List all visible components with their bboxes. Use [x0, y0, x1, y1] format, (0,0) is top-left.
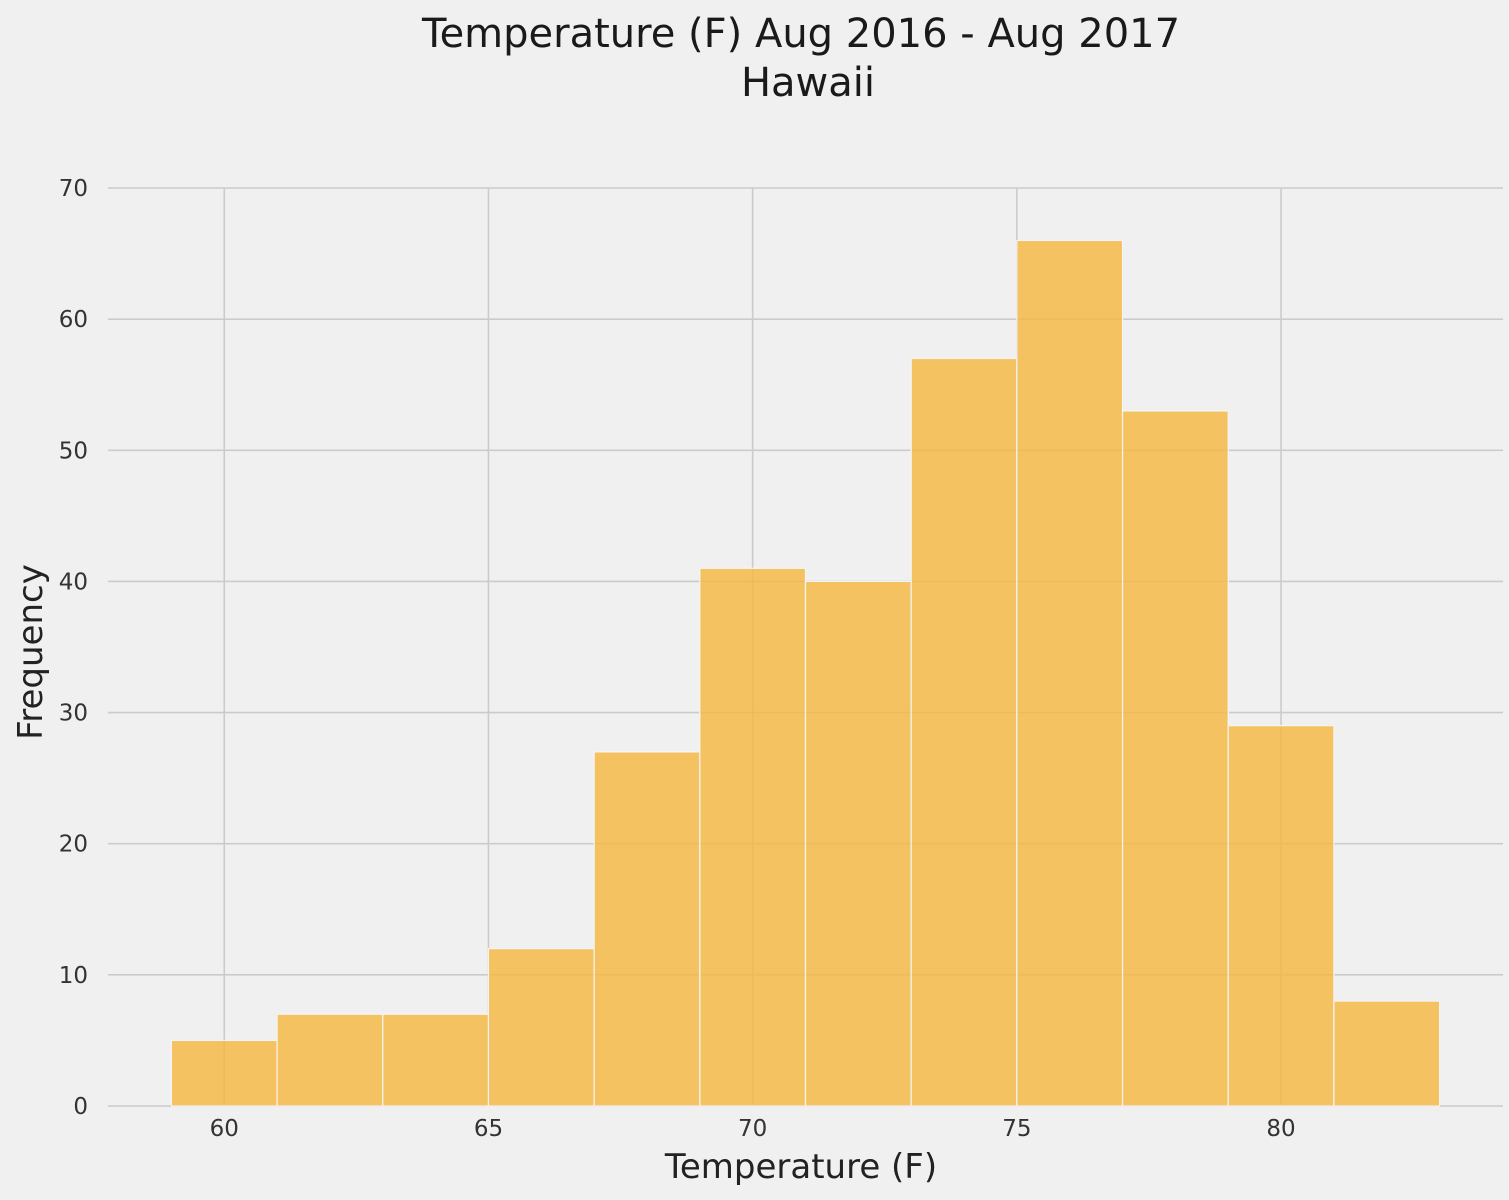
- histogram-bar: [593, 751, 701, 1107]
- x-tick-labels: 60 65 70 75 80: [210, 1116, 1296, 1142]
- y-tick-label: 10: [59, 963, 88, 989]
- histogram-bar: [1121, 410, 1229, 1107]
- chart-subtitle: Hawaii: [741, 60, 875, 106]
- chart-title: Temperature (F) Aug 2016 - Aug 2017: [421, 11, 1180, 57]
- histogram-bar: [487, 948, 595, 1107]
- y-tick-label: 70: [59, 176, 88, 202]
- y-tick-label: 50: [59, 438, 88, 464]
- histogram-bar: [1016, 239, 1124, 1107]
- histogram-bar: [1333, 1000, 1441, 1107]
- y-tick-label: 30: [59, 701, 88, 727]
- x-tick-label: 75: [1002, 1116, 1031, 1142]
- histogram-bar: [804, 580, 912, 1107]
- histogram-bar: [1227, 725, 1335, 1107]
- x-tick-label: 60: [210, 1116, 239, 1142]
- histogram-bars: [170, 239, 1441, 1107]
- y-tick-label: 0: [73, 1094, 88, 1120]
- y-tick-label: 20: [59, 832, 88, 858]
- y-axis-label: Frequency: [11, 564, 51, 740]
- histogram-bar: [910, 357, 1018, 1107]
- histogram-bar: [276, 1013, 384, 1107]
- histogram-bar: [170, 1039, 278, 1107]
- histogram-bar: [382, 1013, 490, 1107]
- x-tick-label: 80: [1266, 1116, 1295, 1142]
- x-axis-label: Temperature (F): [664, 1147, 937, 1187]
- y-tick-label: 60: [59, 307, 88, 333]
- x-tick-label: 70: [738, 1116, 767, 1142]
- x-tick-label: 65: [474, 1116, 503, 1142]
- histogram-bar: [699, 567, 807, 1107]
- y-tick-label: 40: [59, 569, 88, 595]
- y-tick-labels: 0 10 20 30 40 50 60 70: [59, 176, 88, 1120]
